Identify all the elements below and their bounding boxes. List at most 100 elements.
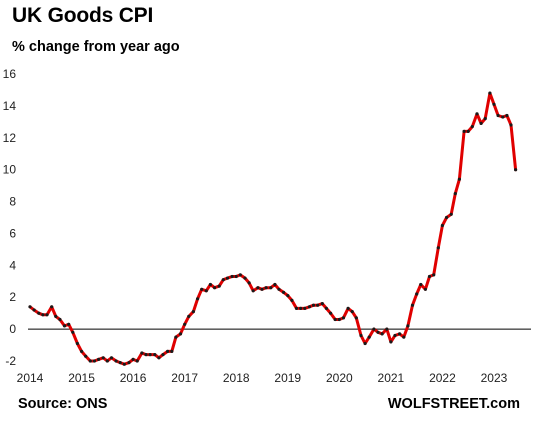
data-point <box>256 286 260 290</box>
y-axis-ticks: -2 0 2 4 6 8 10 12 14 16 <box>3 67 17 368</box>
y-tick-label: -2 <box>5 354 16 368</box>
data-point <box>247 281 251 285</box>
data-point <box>109 356 114 360</box>
data-point <box>67 322 71 326</box>
data-point <box>290 298 294 302</box>
y-tick-label: 10 <box>3 163 17 177</box>
data-point <box>329 311 333 315</box>
x-tick-label: 2014 <box>17 371 44 385</box>
data-point <box>372 327 376 331</box>
x-tick-label: 2016 <box>120 371 147 385</box>
data-point <box>350 310 354 314</box>
data-point <box>170 349 174 353</box>
data-point <box>311 303 316 307</box>
data-point <box>101 356 105 360</box>
data-point <box>191 310 195 314</box>
data-point <box>234 274 238 279</box>
data-point <box>307 305 311 309</box>
data-point <box>122 362 126 366</box>
data-point <box>277 287 281 291</box>
data-point <box>84 354 88 358</box>
x-tick-label: 2017 <box>171 371 198 385</box>
data-point <box>54 314 58 318</box>
data-point <box>440 223 444 228</box>
data-point <box>449 212 453 216</box>
data-point <box>161 353 165 357</box>
y-tick-label: 8 <box>9 195 16 209</box>
x-tick-label: 2022 <box>429 371 456 385</box>
chart-title: UK Goods CPI <box>12 4 154 27</box>
data-point <box>75 341 79 346</box>
y-tick-label: 12 <box>3 131 17 145</box>
data-point <box>114 359 118 363</box>
data-point <box>217 284 221 288</box>
data-point <box>135 359 139 363</box>
data-point <box>453 192 457 196</box>
data-point <box>58 317 62 322</box>
data-point <box>389 340 393 344</box>
data-point <box>359 333 363 338</box>
data-point <box>213 286 217 290</box>
y-tick-label: 0 <box>9 322 16 336</box>
y-tick-label: 14 <box>3 99 17 113</box>
data-point <box>462 129 466 133</box>
x-tick-label: 2021 <box>378 371 405 385</box>
data-point <box>208 282 212 287</box>
data-point <box>432 273 436 277</box>
data-point <box>367 335 371 339</box>
data-point <box>333 317 337 322</box>
data-point <box>140 351 144 355</box>
data-point <box>380 332 384 336</box>
series-markers <box>28 91 518 366</box>
data-point <box>423 287 427 291</box>
brand-label: WOLFSTREET.com <box>387 396 520 412</box>
data-point <box>45 313 49 317</box>
data-point <box>286 294 290 298</box>
data-point <box>131 357 135 361</box>
data-point <box>466 129 470 133</box>
source-note: Source: ONS <box>18 396 108 412</box>
data-point <box>105 359 109 363</box>
data-point <box>118 361 122 365</box>
x-tick-label: 2015 <box>68 371 95 385</box>
data-point <box>346 306 350 310</box>
series-line <box>28 91 518 366</box>
data-point <box>260 287 264 291</box>
data-point <box>92 359 96 363</box>
data-point <box>483 117 487 121</box>
x-tick-label: 2023 <box>481 371 508 385</box>
data-point <box>200 287 204 291</box>
data-point <box>509 123 513 127</box>
data-point <box>80 349 84 353</box>
data-point <box>71 330 75 334</box>
data-point <box>324 306 328 310</box>
data-point <box>406 324 410 328</box>
data-point <box>144 353 148 357</box>
data-point <box>488 91 492 95</box>
data-point <box>166 349 170 353</box>
data-point <box>492 102 496 106</box>
data-point <box>174 335 178 339</box>
data-point <box>419 282 423 287</box>
data-point <box>273 282 277 287</box>
data-point <box>28 305 32 309</box>
data-point <box>127 361 131 365</box>
data-point <box>178 332 183 336</box>
data-point <box>457 177 461 181</box>
data-point <box>385 327 389 331</box>
data-point <box>238 273 242 277</box>
data-point <box>269 286 273 290</box>
data-point <box>230 274 234 279</box>
x-tick-label: 2019 <box>274 371 301 385</box>
data-point <box>514 168 518 172</box>
y-tick-label: 16 <box>3 67 17 81</box>
data-point <box>363 341 367 346</box>
y-tick-label: 2 <box>9 290 16 304</box>
data-point <box>496 113 500 118</box>
data-point <box>402 335 406 339</box>
data-point <box>427 274 432 279</box>
data-point <box>479 121 483 125</box>
data-point <box>251 289 255 293</box>
data-point <box>264 286 268 290</box>
